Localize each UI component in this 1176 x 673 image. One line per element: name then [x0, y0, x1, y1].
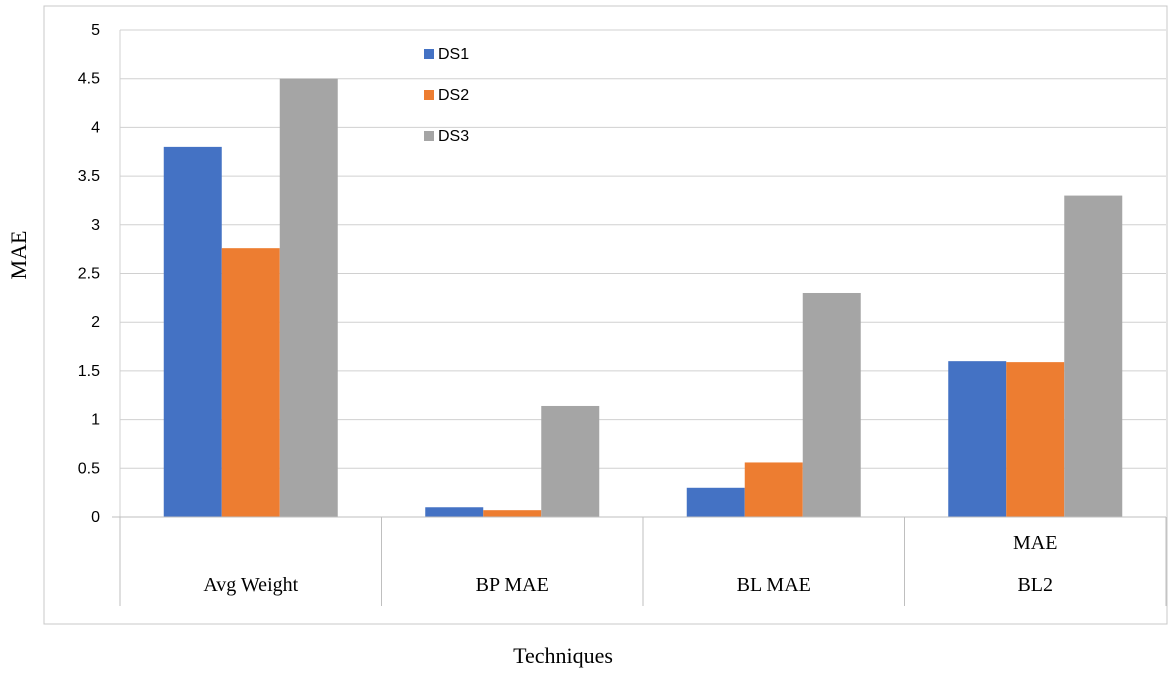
- category-labels: Avg Weight BP MAE BL MAE MAE BL2: [203, 532, 1057, 596]
- category-label: BL2: [1017, 574, 1053, 596]
- legend-label: DS2: [438, 87, 469, 104]
- y-axis-title: MAE: [6, 231, 31, 280]
- legend: DS1 DS2 DS3: [424, 46, 469, 145]
- category-label: MAE: [1013, 532, 1057, 554]
- y-tick-labels: 0 0.5 1 1.5 2 2.5 3 3.5 4 4.5 5: [78, 22, 100, 526]
- bar-ds3: [1064, 195, 1123, 517]
- y-tick-label: 1.5: [78, 363, 100, 380]
- category-label: BP MAE: [476, 574, 549, 596]
- y-tick-label: 1: [91, 412, 100, 429]
- bar-ds2: [744, 462, 803, 517]
- y-tick-label: 5: [91, 22, 100, 39]
- category-label: BL MAE: [737, 574, 811, 596]
- x-axis-title: Techniques: [513, 643, 613, 668]
- bar-ds3: [279, 78, 338, 517]
- category-label: Avg Weight: [203, 574, 298, 596]
- bar-ds3: [802, 292, 861, 517]
- bars: [163, 78, 1123, 517]
- bar-ds3: [541, 405, 600, 517]
- y-tick-label: 2: [91, 314, 100, 331]
- legend-label: DS3: [438, 128, 469, 145]
- y-tick-label: 3.5: [78, 168, 100, 185]
- bar-ds1: [425, 507, 484, 517]
- y-tick-label: 4.5: [78, 71, 100, 88]
- bar-ds1: [163, 146, 222, 517]
- legend-swatch-ds3: [424, 131, 434, 141]
- axes: [112, 30, 1167, 606]
- y-tick-label: 3: [91, 217, 100, 234]
- y-tick-label: 2.5: [78, 266, 100, 283]
- legend-label: DS1: [438, 46, 469, 63]
- bar-ds2: [483, 510, 542, 517]
- bar-ds2: [1006, 362, 1065, 517]
- chart-frame: [43, 5, 1168, 625]
- bar-ds2: [221, 248, 280, 517]
- legend-swatch-ds1: [424, 49, 434, 59]
- bar-ds1: [948, 361, 1007, 517]
- y-tick-label: 0.5: [78, 460, 100, 477]
- y-tick-label: 0: [91, 509, 100, 526]
- legend-swatch-ds2: [424, 90, 434, 100]
- bar-ds1: [686, 487, 745, 517]
- y-tick-label: 4: [91, 119, 100, 136]
